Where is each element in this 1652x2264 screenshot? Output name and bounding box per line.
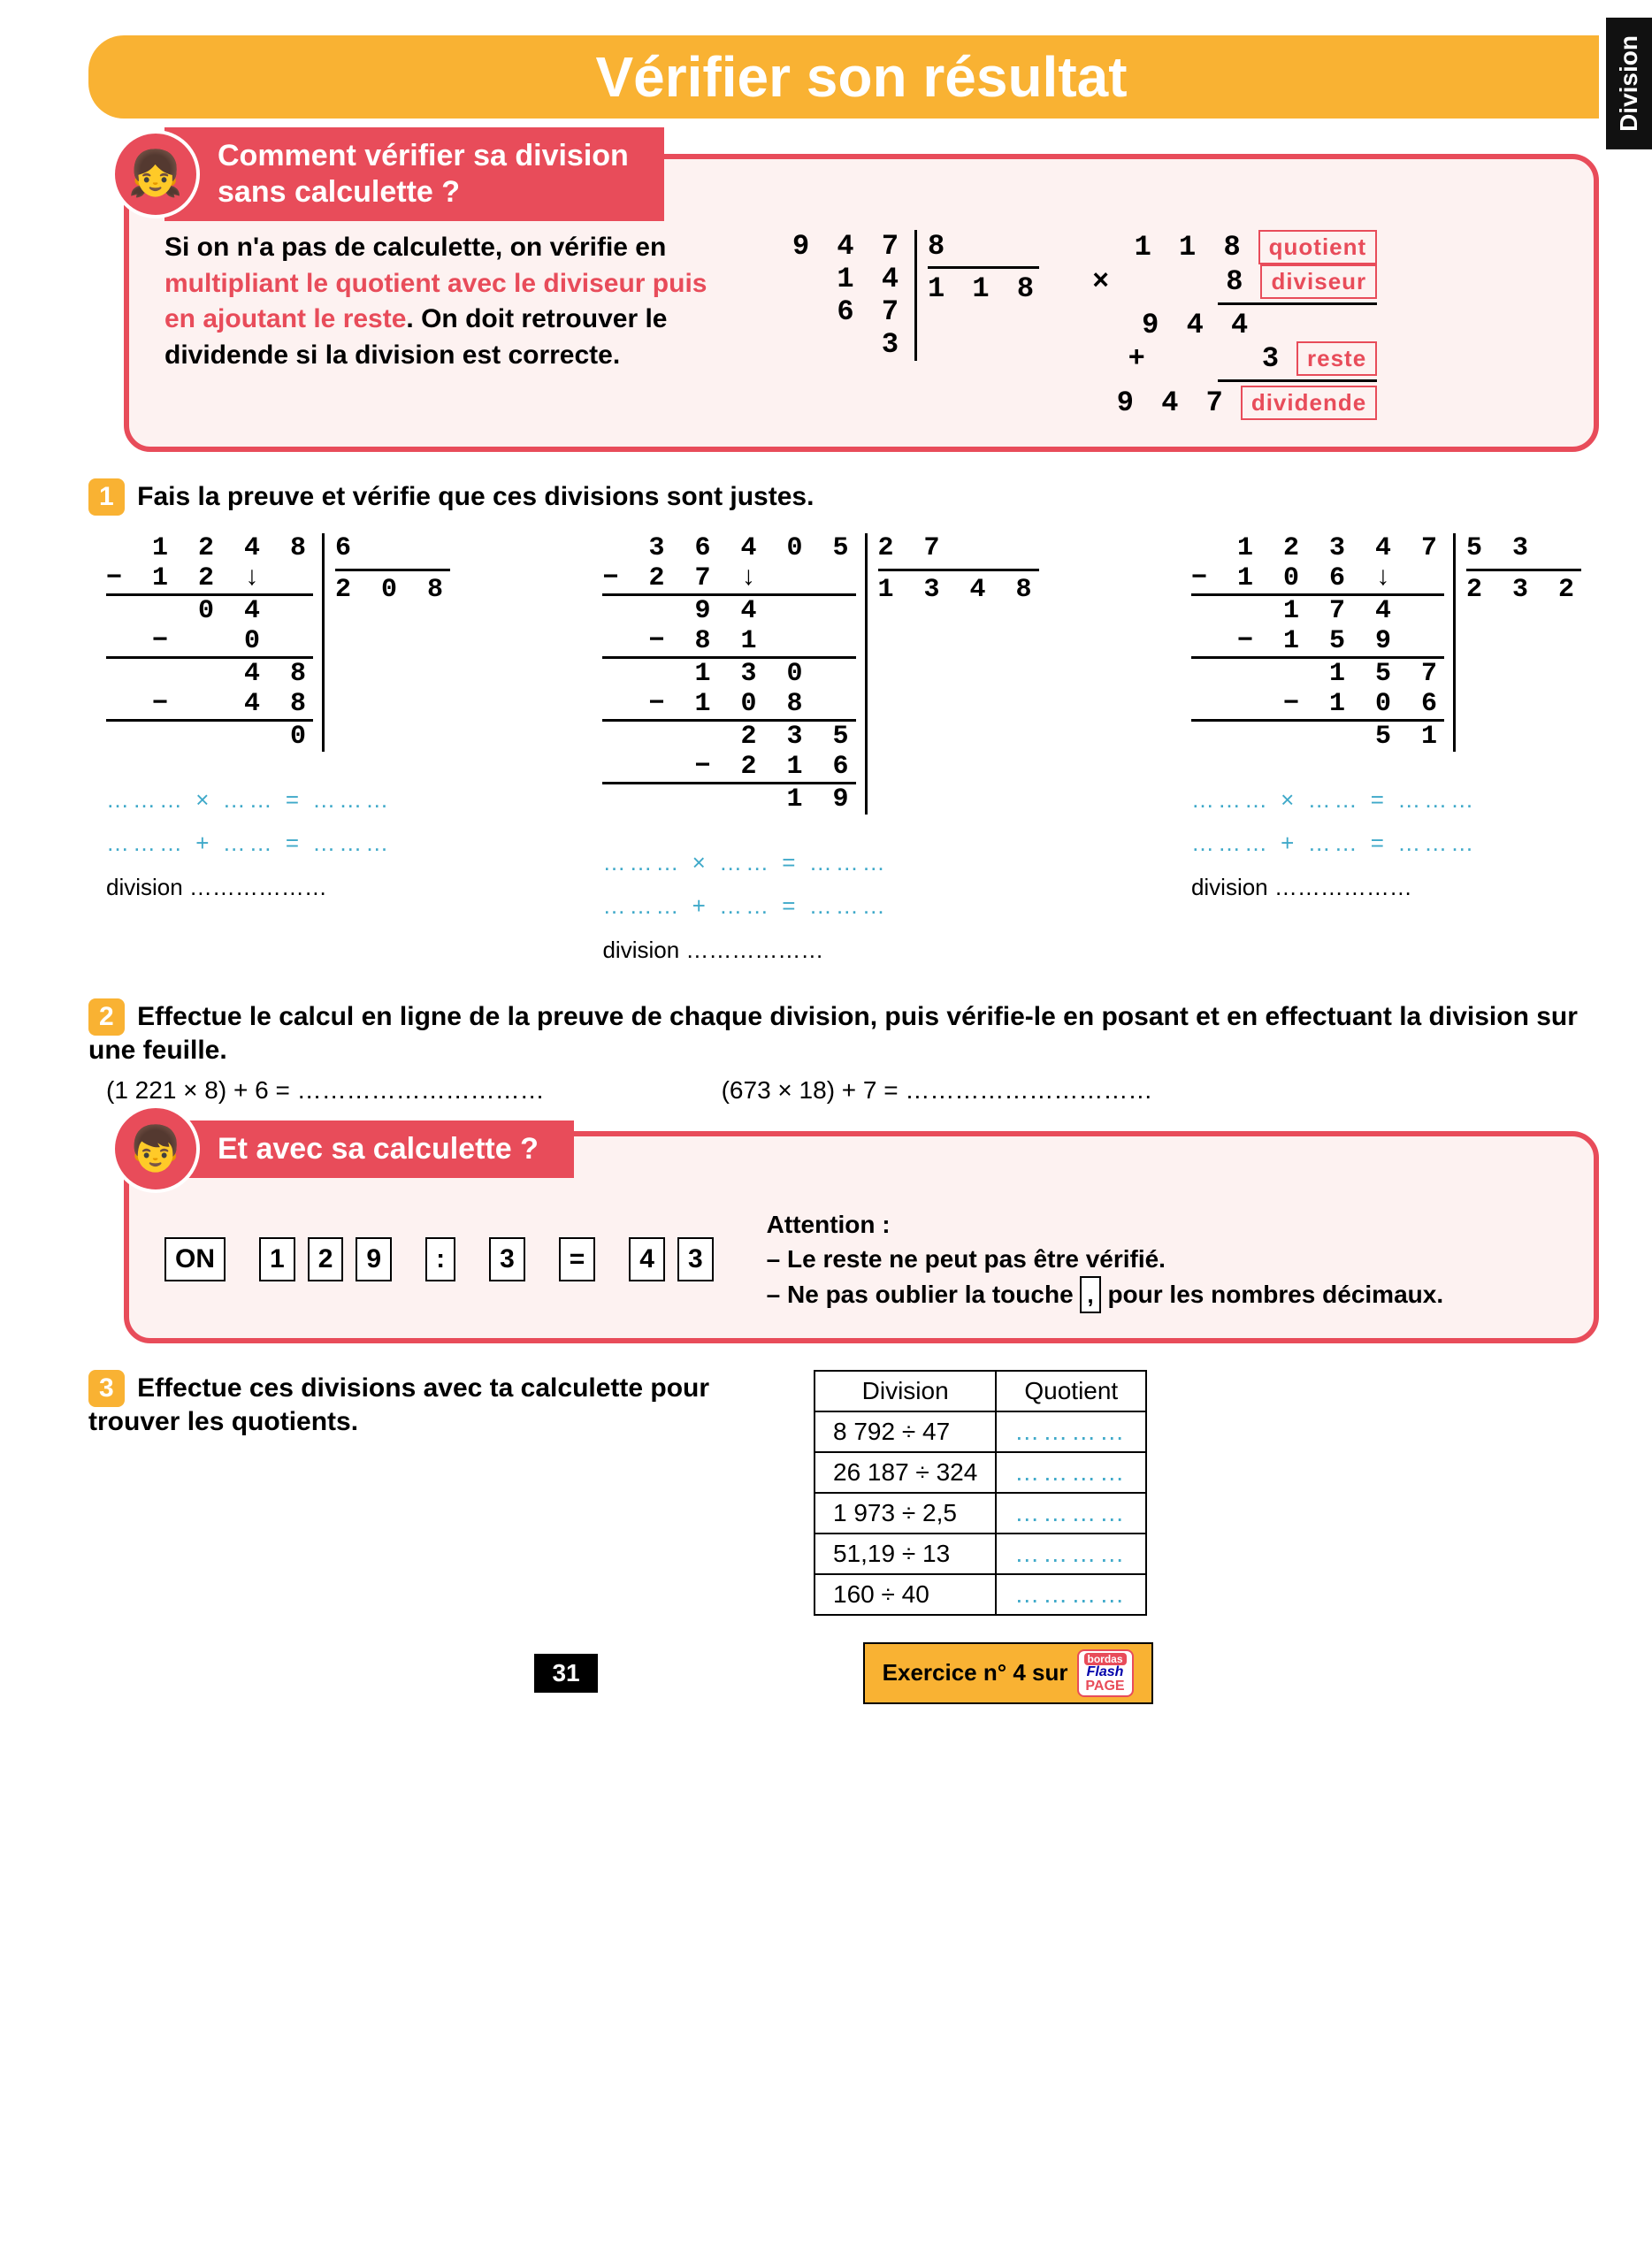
ex1-text: Fais la preuve et vérifie que ces divisi…	[137, 482, 814, 511]
ex3-badge: 3	[88, 1370, 125, 1407]
avatar-boy: 👦	[111, 1105, 200, 1193]
box1-title: Comment vérifier sa division sans calcul…	[164, 127, 664, 221]
key-4: 4	[629, 1237, 665, 1281]
flashpage-badge: bordas Flash PAGE	[1077, 1649, 1134, 1697]
exercise-link: Exercice n° 4 sur bordas Flash PAGE	[863, 1642, 1153, 1704]
page-number: 31	[534, 1654, 597, 1693]
footer: 31 Exercice n° 4 sur bordas Flash PAGE	[88, 1642, 1599, 1704]
exercise-1: 1 Fais la preuve et vérifie que ces divi…	[88, 478, 1599, 972]
longdiv-b: 3 6 4 0 5 − 2 7 ↓ 9 4 − 8 1 1 3 0 − 1 0 …	[602, 533, 1038, 972]
title-band: Vérifier son résultat	[88, 35, 1599, 119]
attention-text: Attention : – Le reste ne peut pas être …	[767, 1207, 1443, 1312]
key-on: ON	[164, 1237, 226, 1281]
ex1-badge: 1	[88, 478, 125, 516]
side-tab: Division	[1606, 18, 1652, 149]
division-example: 9 4 7 1 4 6 7 3 8 1 1 8	[792, 230, 1039, 361]
explanation-text: Si on n'a pas de calculette, on vérifie …	[164, 230, 739, 373]
key-3b: 3	[677, 1237, 714, 1281]
exercise-2: 2 Effectue le calcul en ligne de la preu…	[88, 998, 1599, 1105]
ex2-calc-2: (673 × 18) + 7 = …………………………	[722, 1076, 1153, 1105]
rule-box-1: 👧 Comment vérifier sa division sans calc…	[124, 154, 1599, 452]
verification-multiply: 1 1 8quotient × 8diviseur 9 4 4 + 3reste…	[1092, 230, 1377, 420]
rule-box-2: 👦 Et avec sa calculette ? ON 1 2 9 : 3 =…	[124, 1131, 1599, 1343]
division-table: DivisionQuotient 8 792 ÷ 47………… 26 187 ÷…	[814, 1370, 1147, 1616]
ex3-text: Effectue ces divisions avec ta calculett…	[88, 1373, 709, 1436]
page-title: Vérifier son résultat	[124, 44, 1599, 110]
key-div: :	[425, 1237, 455, 1281]
key-1: 1	[259, 1237, 295, 1281]
box2-title: Et avec sa calculette ?	[164, 1121, 574, 1178]
ex2-calc-1: (1 221 × 8) + 6 = …………………………	[106, 1076, 545, 1105]
key-eq: =	[559, 1237, 596, 1281]
key-9: 9	[356, 1237, 392, 1281]
ex2-text: Effectue le calcul en ligne de la preuve…	[88, 1002, 1578, 1065]
key-comma: ,	[1080, 1276, 1100, 1313]
key-3: 3	[489, 1237, 525, 1281]
exercise-3: 3 Effectue ces divisions avec ta calcule…	[88, 1370, 1599, 1616]
calculator-keys: ON 1 2 9 : 3 = 4 3	[164, 1237, 714, 1281]
key-2: 2	[308, 1237, 344, 1281]
avatar-girl: 👧	[111, 130, 200, 218]
longdiv-a: 1 2 4 8 − 1 2 ↓ 0 4 − 0 4 8 − 4 8 0 6 2 …	[106, 533, 450, 972]
ex2-badge: 2	[88, 998, 125, 1036]
longdiv-c: 1 2 3 4 7 − 1 0 6 ↓ 1 7 4 − 1 5 9 1 5 7 …	[1191, 533, 1581, 972]
